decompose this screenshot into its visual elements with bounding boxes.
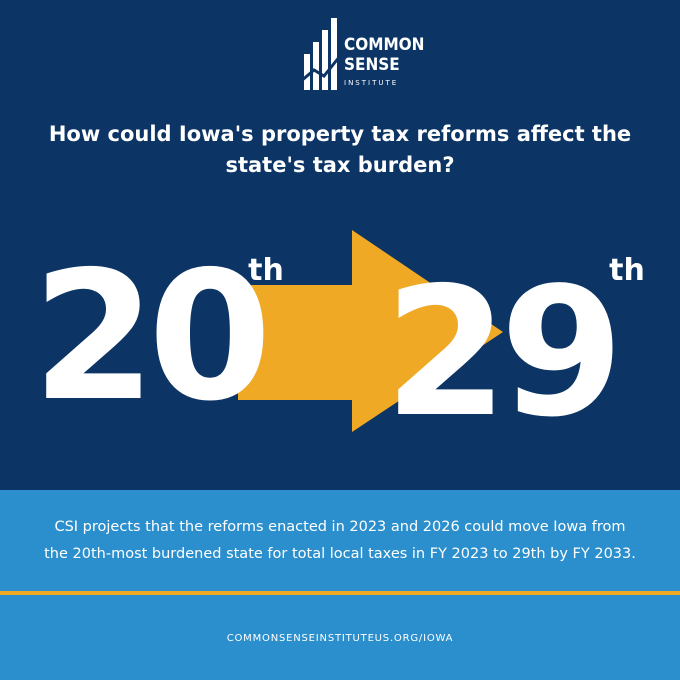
rank-suffix: th	[248, 253, 284, 288]
logo-bar	[304, 54, 310, 90]
rank-suffix: th	[609, 253, 645, 288]
description: CSI projects that the reforms enacted in…	[54, 519, 625, 535]
arrow	[238, 230, 503, 432]
logo: COMMON SENSE INSTITUTE	[299, 18, 424, 90]
logo-text: COMMON	[344, 35, 424, 55]
bottom-panel	[0, 490, 680, 680]
url: COMMONSENSEINSTITUTEUS.ORG/IOWA	[227, 633, 454, 644]
top-panel	[0, 0, 680, 490]
logo-bar	[322, 30, 328, 90]
logo-bar	[331, 18, 337, 90]
rank-number: 29	[384, 249, 616, 456]
logo-text: INSTITUTE	[344, 79, 398, 87]
logo-line	[299, 55, 342, 84]
logo-text: SENSE	[344, 55, 400, 75]
headline: state's tax burden?	[225, 153, 454, 177]
description: the 20th-most burdened state for total l…	[44, 546, 636, 562]
logo-bar	[313, 42, 319, 90]
headline: How could Iowa's property tax reforms af…	[49, 122, 631, 146]
divider	[0, 591, 680, 595]
rank-number: 20	[32, 233, 264, 440]
